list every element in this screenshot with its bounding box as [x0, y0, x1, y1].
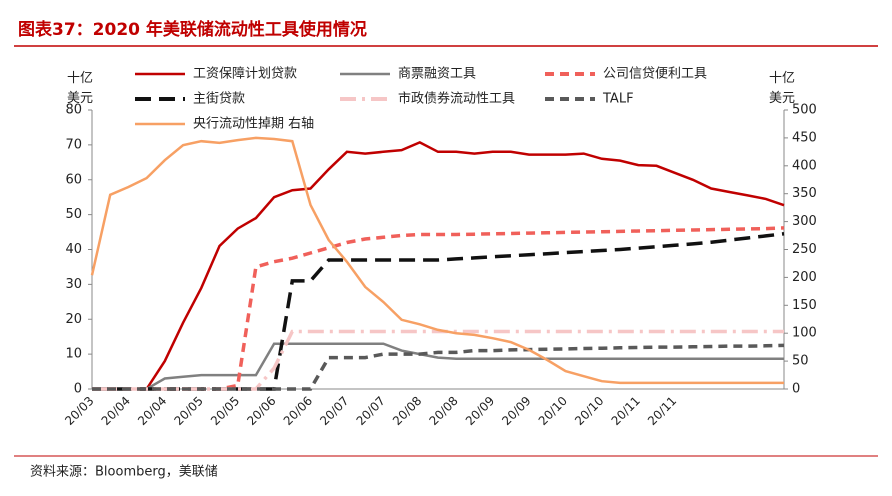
series-line: [90, 136, 784, 385]
x-tick-label: 20/05: [171, 394, 205, 428]
y2-tick-label: 400: [792, 158, 817, 173]
y-tick-label: 30: [65, 277, 82, 292]
series-line: [92, 226, 785, 391]
y-tick-label: 40: [65, 242, 82, 257]
y2-tick-label: 50: [792, 354, 809, 369]
x-tick-label: 20/04: [135, 394, 169, 428]
y-tick-label: 50: [65, 207, 82, 222]
x-tick-label: 20/07: [354, 394, 388, 428]
x-tick-label: 20/10: [572, 394, 606, 428]
y2-tick-label: 300: [792, 214, 817, 229]
y2-tick-label: 200: [792, 270, 817, 285]
x-tick-label: 20/06: [281, 394, 315, 428]
chart-title: 图表37：2020 年美联储流动性工具使用情况: [18, 19, 367, 40]
y2-tick-label: 250: [792, 242, 817, 257]
series-line: [92, 329, 784, 391]
x-tick-label: 20/11: [609, 394, 643, 428]
series-line: [92, 342, 784, 391]
y-tick-label: 70: [65, 137, 82, 152]
legend-label: 商票融资工具: [398, 67, 476, 82]
y-tick-label: 20: [65, 312, 82, 327]
legend-label: 市政债券流动性工具: [398, 91, 515, 107]
series-line: [92, 232, 785, 391]
y2-tick-label: 350: [792, 186, 817, 201]
y2-tick-label: 100: [792, 326, 817, 341]
y2-axis-label: 十亿美元: [769, 71, 795, 106]
source: 资料来源：Bloomberg，美联储: [30, 465, 218, 480]
y2-tick-label: 0: [792, 382, 800, 397]
series-line: [92, 343, 785, 391]
x-tick-label: 20/06: [244, 394, 278, 428]
series-line: [92, 141, 785, 391]
y-tick-label: 0: [74, 382, 82, 397]
legend-label: 公司信贷便利工具: [603, 67, 707, 82]
x-tick-label: 20/05: [208, 394, 242, 428]
y2-tick-label: 150: [792, 298, 817, 313]
x-tick-label: 20/07: [317, 394, 351, 428]
x-tick-label: 20/09: [463, 394, 497, 428]
y-axis-label: 十亿美元: [67, 71, 93, 106]
legend-label: 工资保障计划贷款: [193, 67, 297, 82]
x-tick-label: 20/10: [536, 394, 570, 428]
y2-tick-label: 500: [792, 103, 817, 118]
legend-label: TALF: [602, 92, 634, 107]
y2-tick-label: 450: [792, 130, 817, 145]
x-tick-label: 20/09: [499, 394, 533, 428]
y-tick-label: 60: [65, 172, 82, 187]
x-tick-label: 20/03: [62, 394, 96, 428]
legend-label: 主街贷款: [193, 92, 245, 107]
x-tick-label: 20/11: [645, 394, 679, 428]
x-tick-label: 20/08: [390, 394, 424, 428]
y-tick-label: 10: [65, 347, 82, 362]
y-tick-label: 80: [65, 103, 82, 118]
legend-label: 央行流动性掉期 右轴: [193, 117, 314, 132]
x-tick-label: 20/04: [99, 394, 133, 428]
x-tick-label: 20/08: [426, 394, 460, 428]
